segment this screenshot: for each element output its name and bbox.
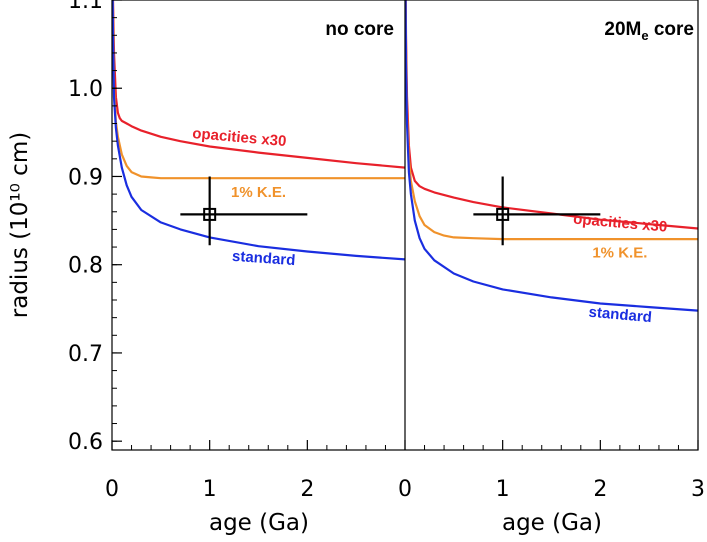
data-point-marker [496,207,510,221]
x-tick-label: 0 [398,477,412,502]
x-axis-title: age (Ga) [209,510,309,536]
y-tick-label: 0.7 [68,342,103,367]
curve-label-standard: standard [588,304,653,326]
x-axis-title: age (Ga) [502,510,602,536]
panel-20me-core: opacities x30 1% K.E. standard 0 1 2 3 20Me c… [398,0,705,536]
data-point-marker [203,207,217,221]
x-tick-label: 1 [496,477,510,502]
series-line-opacities-x30 [112,0,405,169]
y-axis-title: radius (10¹⁰ cm) [7,132,33,318]
panel-title-main: 20M [604,19,641,40]
panel-title-no-core: no core [325,19,394,40]
curve-label-1pct-k-e: 1% K.E. [231,184,286,201]
x-tick-label: 1 [203,477,217,502]
curve-label-1pct-k-e: 1% K.E. [592,245,647,262]
x-tick-label: 2 [593,477,607,502]
x-tick-label: 2 [300,477,314,502]
x-tick-label: 0 [105,477,119,502]
panel-title-subscript: e [641,28,648,43]
curve-label-standard: standard [232,248,296,269]
series-line-standard [405,0,698,312]
curve-label-opacities-x30: opacities x30 [573,211,668,236]
x-tick-label: 3 [691,477,705,502]
y-tick-label: 0.6 [68,430,103,455]
y-tick-label: 0.9 [68,165,103,190]
series-line-standard [112,0,405,261]
panel-title-20me-core: 20Me core [604,19,694,43]
y-tick-label: 1.1 [68,0,103,14]
y-tick-label: 1.0 [68,77,103,102]
y-axis: 0.6 0.7 0.8 0.9 1.0 1.1 [68,0,122,455]
panel-title-suffix: core [649,19,694,40]
y-tick-label: 0.8 [68,254,103,279]
